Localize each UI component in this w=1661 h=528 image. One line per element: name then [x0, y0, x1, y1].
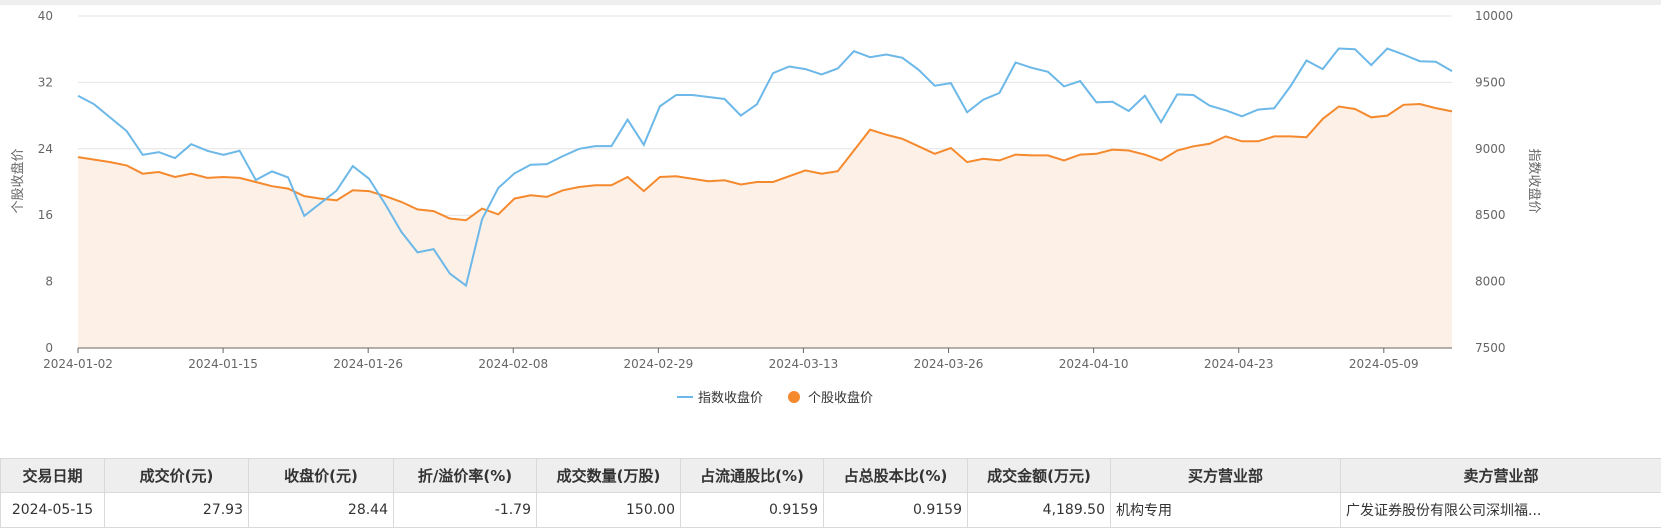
legend: 指数收盘价 个股收盘价 [677, 390, 873, 406]
x-tick-label: 2024-01-02 [43, 357, 113, 371]
header-premium-rate: 折/溢价率(%) [394, 459, 537, 493]
legend-stock-label: 个股收盘价 [808, 390, 873, 406]
cell-trade-date: 2024-05-15 [1, 493, 105, 528]
price-chart: 2024-01-02 2024-01-15 2024-01-26 2024-02-08… [0, 5, 1661, 445]
left-axis-ticks: 0 8 16 24 32 40 [38, 9, 53, 355]
left-tick-label: 0 [45, 341, 53, 355]
cell-amount: 4,189.50 [968, 493, 1111, 528]
cell-total-ratio: 0.9159 [824, 493, 968, 528]
right-tick-label: 7500 [1475, 341, 1506, 355]
left-tick-label: 8 [45, 275, 53, 289]
x-tick-label: 2024-02-08 [478, 357, 548, 371]
right-axis-title: 指数收盘价 [1526, 148, 1542, 213]
cell-buyer: 机构专用 [1111, 493, 1341, 528]
header-amount: 成交金额(万元) [968, 459, 1111, 493]
right-tick-label: 9500 [1475, 75, 1506, 89]
cell-volume: 150.00 [537, 493, 681, 528]
legend-stock-swatch [788, 391, 800, 403]
right-axis-ticks: 7500 8000 8500 9000 9500 10000 [1475, 9, 1513, 355]
x-tick-label: 2024-01-15 [188, 357, 258, 371]
cell-trade-price: 27.93 [105, 493, 249, 528]
x-tick-label: 2024-03-13 [769, 357, 839, 371]
legend-index-label: 指数收盘价 [698, 390, 763, 406]
x-tick-label: 2024-02-29 [623, 357, 693, 371]
legend-item-index[interactable]: 指数收盘价 [677, 390, 763, 406]
header-total-ratio: 占总股本比(%) [824, 459, 968, 493]
block-trade-table: 交易日期 成交价(元) 收盘价(元) 折/溢价率(%) 成交数量(万股) 占流通… [0, 458, 1661, 528]
right-tick-label: 9000 [1475, 142, 1506, 156]
x-tick-label: 2024-04-10 [1059, 357, 1129, 371]
left-tick-label: 16 [38, 208, 53, 222]
cell-premium-rate: -1.79 [394, 493, 537, 528]
header-close-price: 收盘价(元) [249, 459, 394, 493]
left-tick-label: 40 [38, 9, 53, 23]
header-trade-price: 成交价(元) [105, 459, 249, 493]
right-tick-label: 10000 [1475, 9, 1513, 23]
x-tick-label: 2024-03-26 [914, 357, 984, 371]
header-buyer: 买方营业部 [1111, 459, 1341, 493]
right-tick-label: 8500 [1475, 208, 1506, 222]
x-tick-label: 2024-05-09 [1349, 357, 1419, 371]
right-tick-label: 8000 [1475, 275, 1506, 289]
header-volume: 成交数量(万股) [537, 459, 681, 493]
left-tick-label: 32 [38, 75, 53, 89]
x-axis-ticks: 2024-01-02 2024-01-15 2024-01-26 2024-02-08… [43, 348, 1419, 371]
x-tick-label: 2024-01-26 [333, 357, 403, 371]
table-row: 2024-05-15 27.93 28.44 -1.79 150.00 0.91… [1, 493, 1661, 528]
header-seller: 卖方营业部 [1341, 459, 1661, 493]
header-float-ratio: 占流通股比(%) [681, 459, 824, 493]
left-tick-label: 24 [38, 142, 53, 156]
table-header-row: 交易日期 成交价(元) 收盘价(元) 折/溢价率(%) 成交数量(万股) 占流通… [1, 459, 1661, 493]
legend-item-stock[interactable]: 个股收盘价 [788, 390, 873, 406]
cell-close-price: 28.44 [249, 493, 394, 528]
x-tick-label: 2024-04-23 [1204, 357, 1274, 371]
cell-float-ratio: 0.9159 [681, 493, 824, 528]
left-axis-title: 个股收盘价 [10, 148, 26, 213]
cell-seller: 广发证券股份有限公司深圳福... [1341, 493, 1661, 528]
header-trade-date: 交易日期 [1, 459, 105, 493]
